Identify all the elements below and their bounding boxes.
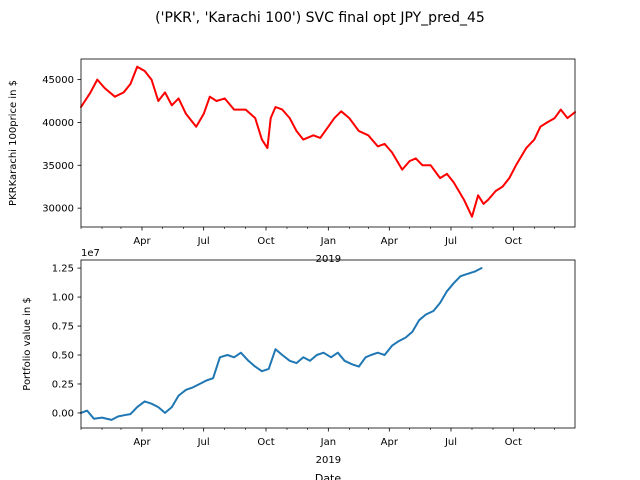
x-axis-label: Date — [315, 472, 342, 480]
y-tick-label: 0.00 — [52, 408, 74, 419]
x-tick-label: Jul — [444, 437, 457, 448]
y-tick-label: 40000 — [42, 118, 74, 129]
x-tick-label: Oct — [257, 437, 274, 448]
series-line-1 — [80, 267, 483, 421]
x-year-label: 2019 — [316, 254, 341, 265]
price-chart-axes: 30000 35000 40000 45000 Apr Jul Oct Jan Apr Jul Oc… — [8, 58, 576, 265]
x-tick-label: Jul — [444, 236, 457, 247]
x-tick-label: Apr — [133, 236, 151, 247]
axes-frame — [80, 259, 576, 429]
portfolio-chart-axes: 0.00 0.25 0.50 0.75 1.00 1.25 Apr Jul Oct Jan Apr J… — [22, 248, 576, 480]
y-tick-label: 1.25 — [52, 264, 74, 275]
x-year-label: 2019 — [316, 455, 341, 466]
axes-frame — [80, 58, 576, 228]
y-tick-label: 0.75 — [52, 322, 74, 333]
x-tick-label: Apr — [381, 437, 399, 448]
y-offset-label: 1e7 — [81, 248, 100, 259]
y-tick-label: 1.00 — [52, 293, 74, 304]
y-axis-label: PKRKarachi 100price in $ — [8, 80, 19, 206]
figure-title: ('PKR', 'Karachi 100') SVC final opt JPY… — [155, 10, 485, 26]
x-tick-label: Apr — [381, 236, 399, 247]
x-tick-label: Jul — [197, 437, 210, 448]
y-tick-label: 35000 — [42, 161, 74, 172]
y-tick-label: 45000 — [42, 75, 74, 86]
x-tick-label: Jan — [320, 236, 336, 247]
y-tick-label: 0.50 — [52, 351, 74, 362]
x-tick-label: Oct — [257, 236, 274, 247]
y-axis-label: Portfolio value in $ — [22, 297, 33, 390]
x-tick-label: Oct — [505, 437, 522, 448]
x-tick-label: Apr — [133, 437, 151, 448]
series-line-1 — [80, 65, 576, 218]
y-tick-label: 0.25 — [52, 379, 74, 390]
x-tick-label: Jan — [320, 437, 336, 448]
y-tick-label: 30000 — [42, 204, 74, 215]
x-tick-label: Jul — [197, 236, 210, 247]
x-tick-label: Oct — [505, 236, 522, 247]
